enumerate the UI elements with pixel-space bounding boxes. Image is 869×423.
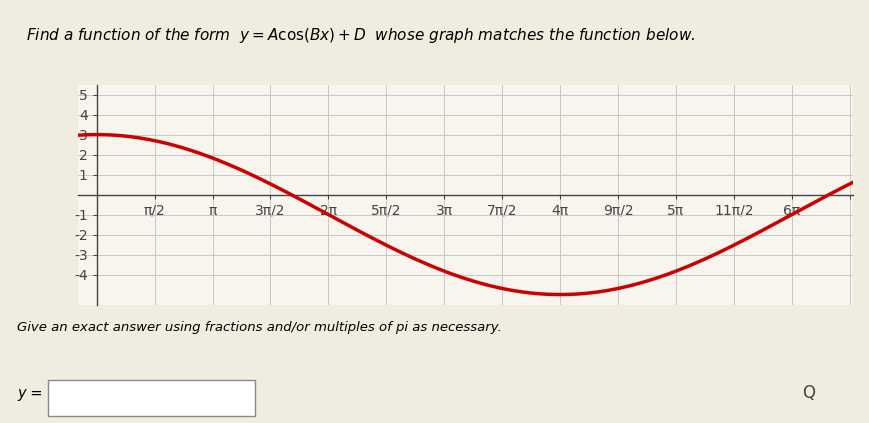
Text: Give an exact answer using fractions and/or multiples of pi as necessary.: Give an exact answer using fractions and… xyxy=(17,321,501,334)
Text: Find a function of the form  $y = A\cos(Bx) + D$  whose graph matches the functi: Find a function of the form $y = A\cos(B… xyxy=(26,26,694,45)
Text: y =: y = xyxy=(17,386,43,401)
Text: Q: Q xyxy=(802,385,814,402)
FancyBboxPatch shape xyxy=(48,380,255,415)
